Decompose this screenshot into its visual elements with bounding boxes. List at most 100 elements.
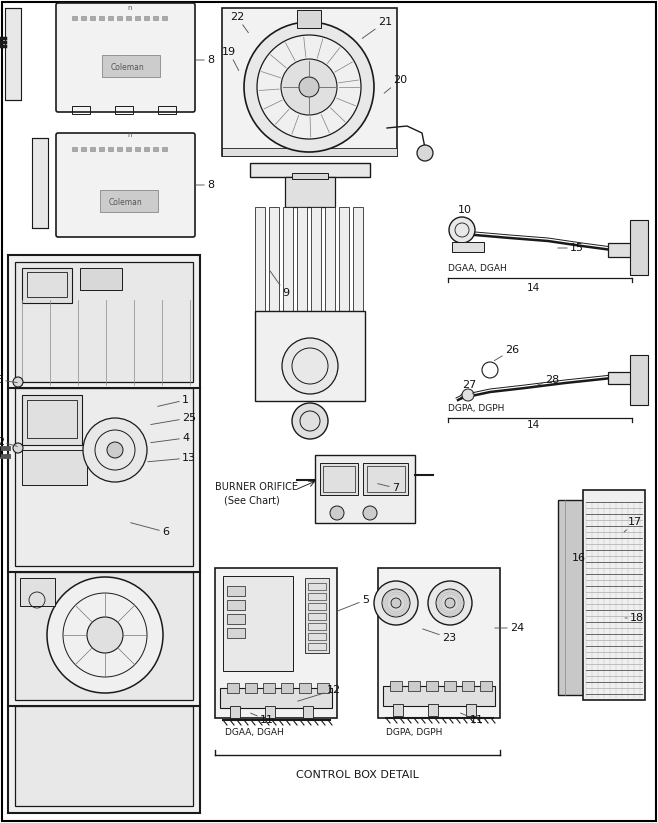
Bar <box>378 568 500 718</box>
Text: 22: 22 <box>230 12 248 33</box>
Bar <box>162 147 167 151</box>
Text: DGAA, DGAH: DGAA, DGAH <box>448 263 507 272</box>
Bar <box>583 490 645 700</box>
Text: 24: 24 <box>495 623 524 633</box>
Bar <box>22 268 72 303</box>
Bar <box>308 643 326 650</box>
Text: 27: 27 <box>462 380 476 394</box>
Bar <box>99 147 104 151</box>
Text: 14: 14 <box>527 283 540 293</box>
Bar <box>5 8 21 100</box>
Circle shape <box>244 22 374 152</box>
Bar <box>308 603 326 610</box>
Circle shape <box>13 443 23 453</box>
Bar <box>99 16 104 20</box>
Bar <box>227 628 245 638</box>
Bar <box>15 572 193 700</box>
Bar <box>315 455 415 523</box>
Bar <box>81 16 86 20</box>
Bar <box>215 568 337 718</box>
Bar <box>245 683 257 693</box>
Bar <box>227 683 239 693</box>
Bar <box>630 355 648 405</box>
Text: 11: 11 <box>251 713 274 725</box>
Text: 8: 8 <box>196 180 214 190</box>
Bar <box>90 16 95 20</box>
Text: 10: 10 <box>458 205 472 218</box>
Circle shape <box>292 403 328 439</box>
Bar <box>8 255 200 813</box>
Circle shape <box>13 377 23 387</box>
Text: DGPA, DGPH: DGPA, DGPH <box>448 403 505 412</box>
Text: 13: 13 <box>148 453 196 463</box>
Bar <box>308 583 326 590</box>
Bar <box>393 704 403 716</box>
Bar <box>126 16 131 20</box>
Bar <box>308 633 326 640</box>
Circle shape <box>330 506 344 520</box>
Bar <box>255 207 265 311</box>
Text: 11: 11 <box>461 713 484 725</box>
Text: BURNER ORIFICE: BURNER ORIFICE <box>215 482 298 492</box>
Bar <box>144 16 149 20</box>
Bar <box>299 683 311 693</box>
Bar <box>72 106 90 114</box>
Circle shape <box>363 506 377 520</box>
Bar <box>426 681 438 691</box>
Bar <box>317 683 329 693</box>
Text: (See Chart): (See Chart) <box>224 495 280 505</box>
Bar <box>72 147 77 151</box>
Text: 15: 15 <box>558 243 584 253</box>
Bar <box>227 614 245 624</box>
Bar <box>102 55 160 77</box>
Bar <box>269 207 279 311</box>
Bar <box>263 683 275 693</box>
Circle shape <box>417 145 433 161</box>
Bar <box>15 388 193 566</box>
Text: 14: 14 <box>527 420 540 430</box>
Bar <box>462 681 474 691</box>
Bar <box>126 147 131 151</box>
Bar <box>390 681 402 691</box>
Bar <box>408 681 420 691</box>
Bar <box>222 8 397 156</box>
Bar <box>367 466 405 492</box>
Bar <box>158 106 176 114</box>
Bar <box>297 207 307 311</box>
Text: 20: 20 <box>384 75 407 93</box>
Bar <box>135 147 140 151</box>
Circle shape <box>382 589 410 617</box>
Circle shape <box>107 442 123 458</box>
Bar <box>325 207 335 311</box>
Text: 17: 17 <box>624 517 642 532</box>
Text: DGAA, DGAH: DGAA, DGAH <box>225 728 284 737</box>
Bar <box>135 16 140 20</box>
Bar <box>108 16 113 20</box>
Circle shape <box>374 581 418 625</box>
Bar <box>27 272 67 297</box>
Text: 23: 23 <box>422 629 456 643</box>
Bar <box>80 268 122 290</box>
Circle shape <box>87 617 123 653</box>
Bar <box>308 613 326 620</box>
Text: 26: 26 <box>494 345 519 360</box>
Text: 6: 6 <box>131 523 169 537</box>
Bar <box>223 576 293 671</box>
Bar <box>115 106 133 114</box>
Bar <box>265 706 275 718</box>
Bar <box>308 623 326 630</box>
Bar <box>383 686 495 706</box>
Text: DGPA, DGPH: DGPA, DGPH <box>386 728 442 737</box>
Bar <box>320 463 358 495</box>
Bar <box>608 372 633 384</box>
Text: 4: 4 <box>151 433 189 443</box>
Bar <box>90 147 95 151</box>
Bar <box>353 207 363 311</box>
Circle shape <box>445 598 455 608</box>
Bar <box>100 190 158 212</box>
Bar <box>22 450 87 485</box>
Text: 2: 2 <box>0 437 17 447</box>
Text: n: n <box>127 5 132 11</box>
Bar <box>255 311 365 401</box>
Bar <box>222 148 397 156</box>
